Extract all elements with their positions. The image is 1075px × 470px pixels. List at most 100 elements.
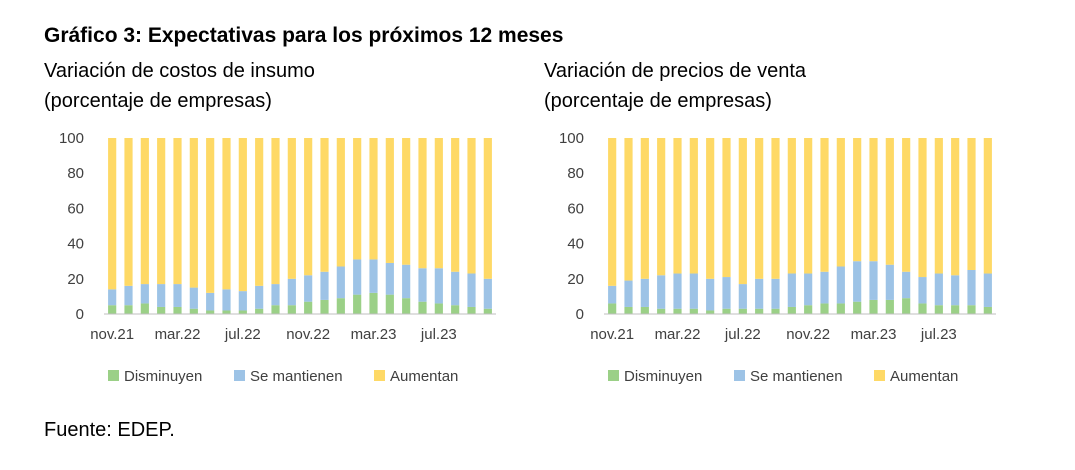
bar-se-mantienen-ene.23 <box>336 266 345 299</box>
legend-label: Disminuyen <box>124 368 202 385</box>
bar-aumentan-nov.22 <box>304 138 313 276</box>
bar-disminuyen-jun.22 <box>222 310 231 314</box>
bar-se-mantienen-abr.23 <box>885 264 894 300</box>
bar-se-mantienen-nov.22 <box>804 273 813 306</box>
bar-disminuyen-may.23 <box>902 298 911 314</box>
x-tick-label: jul.22 <box>724 326 761 343</box>
bar-aumentan-may.23 <box>902 138 911 272</box>
bar-disminuyen-sep.23 <box>467 306 476 314</box>
bar-aumentan-ago.23 <box>951 138 960 276</box>
bar-aumentan-may.22 <box>206 138 215 293</box>
bar-aumentan-jun.22 <box>222 138 231 290</box>
x-tick-label: mar.23 <box>851 326 897 343</box>
bar-disminuyen-mar.23 <box>369 292 378 314</box>
bar-aumentan-abr.22 <box>189 138 198 288</box>
bar-aumentan-feb.23 <box>853 138 862 262</box>
bar-disminuyen-ago.22 <box>255 308 264 314</box>
bar-aumentan-sep.23 <box>467 138 476 274</box>
bar-aumentan-oct.23 <box>983 138 992 274</box>
bar-se-mantienen-ene.23 <box>836 266 845 304</box>
bar-se-mantienen-feb.22 <box>157 284 166 307</box>
bar-aumentan-may.23 <box>402 138 411 265</box>
bar-se-mantienen-ene.22 <box>140 284 149 304</box>
y-tick-label: 80 <box>567 165 584 182</box>
chart-panel-costos: Variación de costos de insumo (porcentaj… <box>44 56 544 401</box>
bar-aumentan-jun.23 <box>918 138 927 278</box>
bar-se-mantienen-oct.23 <box>983 273 992 307</box>
bar-aumentan-feb.22 <box>157 138 166 285</box>
bar-disminuyen-sep.22 <box>771 308 780 314</box>
bar-se-mantienen-feb.22 <box>657 275 666 309</box>
bar-disminuyen-feb.22 <box>657 308 666 314</box>
bar-aumentan-dic.21 <box>124 138 133 286</box>
bar-se-mantienen-may.22 <box>706 278 715 311</box>
legend-label: Se mantienen <box>250 368 343 385</box>
bar-disminuyen-oct.23 <box>983 306 992 314</box>
legend-swatch <box>234 370 245 381</box>
bar-aumentan-nov.22 <box>804 138 813 274</box>
figure-title: Gráfico 3: Expectativas para los próximo… <box>44 24 564 47</box>
bar-se-mantienen-jul.22 <box>738 284 747 309</box>
bar-disminuyen-may.22 <box>706 310 715 314</box>
bar-disminuyen-ene.23 <box>836 303 845 314</box>
bar-aumentan-jun.23 <box>418 138 427 269</box>
bar-aumentan-feb.22 <box>657 138 666 276</box>
bar-se-mantienen-ago.23 <box>951 275 960 306</box>
bar-aumentan-nov.21 <box>608 138 617 286</box>
legend-swatch <box>374 370 385 381</box>
bar-aumentan-ene.22 <box>140 138 149 285</box>
bar-se-mantienen-may.23 <box>402 264 411 299</box>
bar-se-mantienen-oct.22 <box>787 273 796 307</box>
bar-se-mantienen-ago.22 <box>755 278 764 309</box>
stacked-bar-chart-costos: 0 20 40 60 80 100 nov.21 mar.22 jul.22 nov.22 mar.… <box>59 130 496 385</box>
bar-aumentan-ago.23 <box>451 138 460 272</box>
bar-disminuyen-jul.23 <box>934 305 943 314</box>
bar-disminuyen-nov.22 <box>804 305 813 314</box>
bar-se-mantienen-sep.23 <box>467 273 476 307</box>
bar-disminuyen-dic.21 <box>624 306 633 314</box>
bar-se-mantienen-abr.22 <box>689 273 698 309</box>
bar-aumentan-sep.23 <box>967 138 976 270</box>
bar-se-mantienen-nov.21 <box>608 285 617 304</box>
bar-aumentan-abr.22 <box>689 138 698 274</box>
bar-disminuyen-jun.22 <box>722 308 731 314</box>
legend-label: Aumentan <box>390 368 458 385</box>
chart-subtitle: (porcentaje de empresas) <box>544 90 772 112</box>
bar-aumentan-mar.23 <box>869 138 878 262</box>
bar-aumentan-jul.22 <box>238 138 247 292</box>
bar-se-mantienen-nov.21 <box>108 289 117 306</box>
bar-disminuyen-mar.22 <box>673 308 682 314</box>
y-tick-label: 60 <box>567 200 584 217</box>
y-tick-label: 40 <box>67 236 84 253</box>
bar-se-mantienen-may.22 <box>206 292 215 311</box>
x-tick-label: nov.22 <box>286 326 330 343</box>
y-tick-label: 60 <box>67 200 84 217</box>
bar-disminuyen-sep.22 <box>271 305 280 314</box>
bar-se-mantienen-ene.22 <box>640 278 649 307</box>
bar-aumentan-may.22 <box>706 138 715 279</box>
bar-se-mantienen-jun.23 <box>918 277 927 304</box>
bar-aumentan-jul.22 <box>738 138 747 285</box>
y-tick-label: 100 <box>59 130 84 147</box>
y-tick-label: 0 <box>576 306 584 323</box>
bar-aumentan-abr.23 <box>885 138 894 265</box>
bar-disminuyen-ene.22 <box>640 306 649 314</box>
x-tick-label: nov.21 <box>90 326 134 343</box>
y-tick-label: 20 <box>567 271 584 288</box>
legend-swatch <box>874 370 885 381</box>
bar-se-mantienen-jul.22 <box>238 291 247 311</box>
bar-disminuyen-feb.23 <box>353 294 362 314</box>
bar-disminuyen-nov.21 <box>608 303 617 314</box>
x-tick-label: jul.23 <box>420 326 457 343</box>
x-tick-label: nov.21 <box>590 326 634 343</box>
bar-disminuyen-jul.22 <box>238 310 247 314</box>
bar-se-mantienen-oct.22 <box>287 278 296 306</box>
bar-se-mantienen-jun.23 <box>418 268 427 302</box>
bar-disminuyen-feb.23 <box>853 301 862 314</box>
bar-se-mantienen-mar.22 <box>173 284 182 307</box>
chart-panel-precios: Variación de precios de venta (porcentaj… <box>544 56 1044 401</box>
bar-se-mantienen-sep.22 <box>771 278 780 309</box>
bar-disminuyen-abr.22 <box>189 308 198 314</box>
bar-disminuyen-jun.23 <box>918 303 927 314</box>
bar-aumentan-sep.22 <box>271 138 280 285</box>
